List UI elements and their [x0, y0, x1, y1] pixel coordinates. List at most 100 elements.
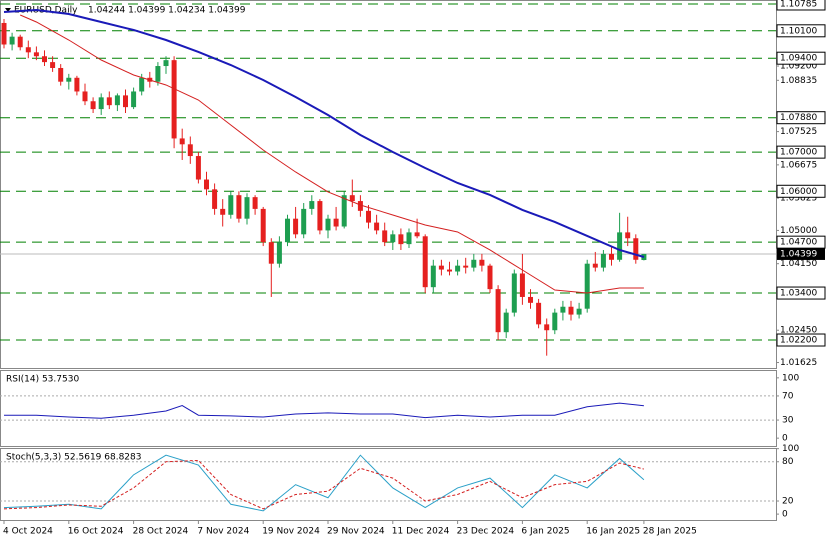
candle-body [495, 289, 501, 333]
candle-body [544, 324, 550, 331]
candle-body [58, 67, 64, 82]
candle-body [625, 232, 631, 239]
x-tick-label: 7 Nov 2024 [197, 527, 249, 537]
candle-body [155, 66, 161, 82]
level-box [776, 145, 826, 159]
candle-body [131, 91, 137, 108]
candle-body [268, 242, 274, 264]
candle-body [438, 265, 444, 270]
candle-body [406, 232, 412, 245]
x-tick-label: 19 Nov 2024 [262, 527, 320, 537]
level-label: 1.04700 [780, 238, 817, 248]
candle-body [584, 263, 590, 309]
candle-body [447, 269, 452, 272]
candle-body [90, 101, 96, 110]
candle-body [519, 273, 525, 297]
x-tick-label: 16 Oct 2024 [68, 527, 124, 537]
menu-arrow [5, 8, 11, 12]
candle-body [366, 210, 371, 223]
x-tick-label: 29 Nov 2024 [327, 527, 385, 537]
candle-body [204, 179, 209, 190]
candle-body [600, 253, 606, 268]
y-tick-label: 1.07525 [780, 127, 817, 137]
candle-body [398, 234, 404, 245]
x-tick-label: 4 Oct 2024 [3, 527, 53, 537]
candle-body [293, 218, 299, 235]
candle-body [106, 97, 112, 106]
candle-body [382, 230, 388, 243]
level-box [776, 111, 826, 125]
candle-body [341, 195, 347, 227]
moving-average [20, 14, 644, 294]
candle-body [276, 242, 282, 264]
y-tick-label: 1.09200 [780, 62, 817, 72]
x-tick-label: 28 Jan 2025 [643, 527, 697, 537]
candle-body [592, 263, 598, 268]
candle-body [1, 22, 7, 45]
y-tick-label: 1.02450 [780, 326, 817, 336]
level-box [776, 333, 826, 347]
candle-body [609, 253, 614, 260]
level-label: 1.03400 [780, 289, 817, 299]
ohlc-text: 1.04244 1.04399 1.04234 1.04399 [88, 6, 246, 16]
candle-body [349, 195, 355, 202]
level-box [776, 0, 826, 11]
candle-body [195, 156, 201, 180]
candle-body [455, 265, 461, 272]
candle-body [123, 95, 128, 108]
candle-body [236, 195, 242, 219]
y-tick-label: 1.01625 [780, 358, 817, 368]
moving-average [3, 8, 645, 258]
candle-body [179, 138, 185, 145]
y-tick-label: 100 [782, 373, 799, 383]
x-tick-label: 11 Dec 2024 [392, 527, 450, 537]
candle-body [139, 77, 145, 92]
candle-body [568, 306, 574, 315]
y-tick-label: 1.04150 [780, 259, 817, 269]
level-box [776, 286, 826, 300]
candle-body [471, 259, 477, 268]
candle-body [374, 222, 380, 231]
candle-body [220, 208, 226, 215]
candle-body [187, 144, 193, 157]
indicator-line [4, 402, 644, 419]
candle-body [463, 265, 469, 268]
candle-body [414, 232, 420, 237]
y-tick-label: 100 [782, 444, 799, 454]
y-tick-label: 70 [782, 391, 794, 401]
candle-body [66, 77, 72, 82]
x-tick-label: 6 Jan 2025 [521, 527, 569, 537]
stoch-panel [0, 448, 777, 521]
candle-body [430, 265, 436, 288]
candle-body [82, 91, 88, 102]
candle-body [42, 56, 47, 63]
candle-body [25, 47, 31, 53]
level-label: 1.09400 [780, 54, 817, 64]
main-panel [0, 0, 777, 369]
candle-body [244, 197, 250, 219]
stoch-title: Stoch(5,3,3) 52.5619 68.8283 [6, 453, 141, 463]
rsi-title: RSI(14) 53.7530 [6, 375, 79, 385]
candle-body [33, 52, 39, 57]
y-tick-label: 1.08835 [780, 76, 817, 86]
candle-body [536, 302, 542, 325]
candle-body [163, 60, 169, 67]
candle-body [576, 308, 582, 315]
level-label: 1.10785 [780, 0, 817, 9]
y-tick-label: 0 [782, 434, 788, 444]
candle-body [260, 208, 266, 243]
candle-body [9, 36, 15, 45]
level-label: 1.10100 [780, 26, 817, 36]
y-tick-label: 80 [782, 457, 794, 467]
candle-body [503, 312, 509, 333]
y-tick-label: 1.06675 [780, 160, 817, 170]
candle-body [114, 95, 120, 106]
level-box [776, 184, 826, 198]
level-label: 1.07880 [780, 113, 817, 123]
y-tick-label: 0 [782, 510, 788, 520]
candle-body [50, 62, 56, 68]
y-tick-label: 30 [782, 416, 794, 426]
candle-body [17, 36, 23, 48]
candle-body [317, 201, 323, 231]
